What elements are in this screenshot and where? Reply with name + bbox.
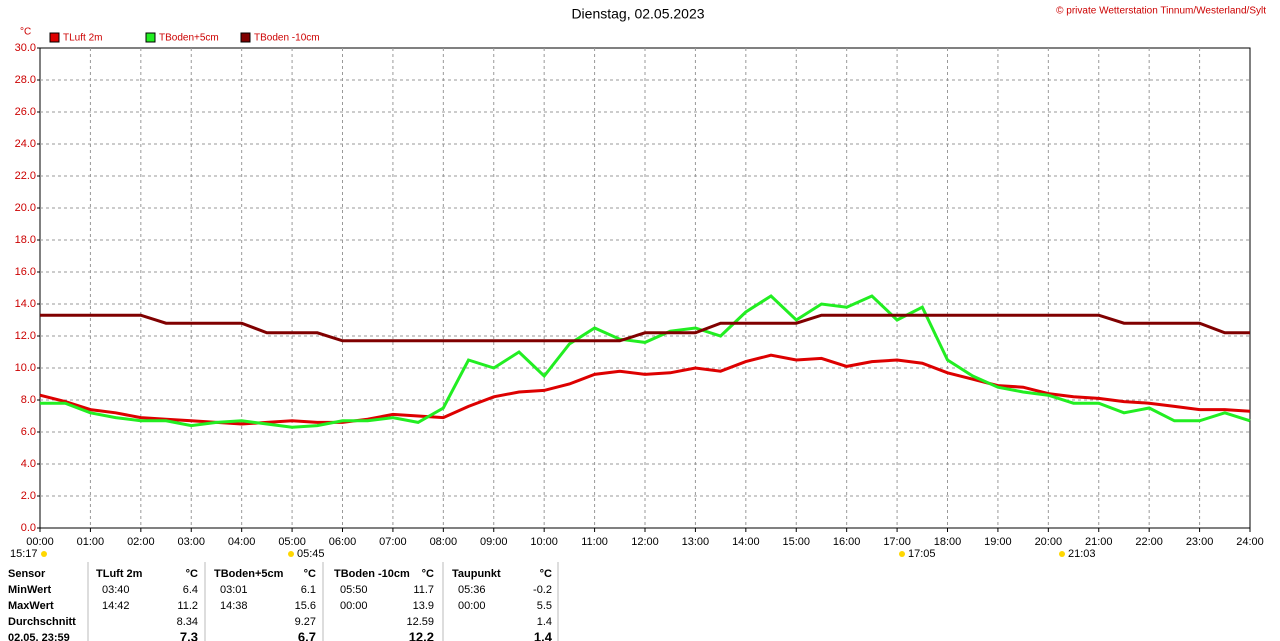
x-tick-label: 20:00 <box>1035 536 1063 548</box>
chart-title: Dienstag, 02.05.2023 <box>571 6 704 22</box>
table-cell: 12.2 <box>409 629 434 641</box>
y-tick-label: 12.0 <box>15 330 36 342</box>
table-cell: 05:50 <box>340 584 368 596</box>
table-cell: 14:38 <box>220 600 248 612</box>
x-tick-label: 04:00 <box>228 536 256 548</box>
legend-label: TBoden+5cm <box>159 33 219 44</box>
table-header: °C <box>540 568 552 580</box>
y-tick-label: 10.0 <box>15 362 36 374</box>
x-tick-label: 00:00 <box>26 536 54 548</box>
legend-label: TBoden -10cm <box>254 33 320 44</box>
x-tick-label: 05:00 <box>278 536 306 548</box>
x-tick-label: 07:00 <box>379 536 407 548</box>
sun-icon <box>41 551 47 557</box>
sun-event: 05:45 <box>297 548 325 560</box>
series-line <box>40 294 1251 429</box>
x-tick-label: 19:00 <box>984 536 1012 548</box>
table-cell: 03:01 <box>220 584 248 596</box>
sun-event: 21:03 <box>1068 548 1096 560</box>
table-cell: 15.6 <box>295 600 316 612</box>
y-tick-label: 20.0 <box>15 202 36 214</box>
table-header: °C <box>422 568 434 580</box>
x-tick-label: 22:00 <box>1135 536 1163 548</box>
table-cell: Durchschnitt <box>8 616 76 628</box>
legend-swatch <box>145 32 156 43</box>
y-tick-label: 0.0 <box>21 522 36 534</box>
series-line <box>39 353 1251 426</box>
sun-event: 15:17 <box>10 548 38 560</box>
table-header: Taupunkt <box>452 568 501 580</box>
x-tick-label: 08:00 <box>430 536 458 548</box>
y-tick-label: 26.0 <box>15 106 36 118</box>
x-tick-label: 23:00 <box>1186 536 1214 548</box>
y-tick-label: 2.0 <box>21 490 36 502</box>
table-header: Sensor <box>8 568 46 580</box>
table-cell: 1.4 <box>534 629 553 641</box>
x-tick-label: 02:00 <box>127 536 155 548</box>
y-tick-label: 14.0 <box>15 298 36 310</box>
sun-icon <box>288 551 294 557</box>
y-tick-label: 4.0 <box>21 458 36 470</box>
table-cell: 5.5 <box>537 600 552 612</box>
x-tick-label: 24:00 <box>1236 536 1264 548</box>
x-tick-label: 15:00 <box>782 536 810 548</box>
x-tick-label: 17:00 <box>883 536 911 548</box>
table-cell: 13.9 <box>413 600 434 612</box>
table-cell: 6.7 <box>298 629 316 641</box>
table-cell: 9.27 <box>295 616 316 628</box>
y-tick-label: 22.0 <box>15 170 36 182</box>
y-tick-label: 28.0 <box>15 74 36 86</box>
table-cell: 1.4 <box>537 616 552 628</box>
x-tick-label: 18:00 <box>934 536 962 548</box>
table-cell: 00:00 <box>458 600 486 612</box>
table-cell: 03:40 <box>102 584 130 596</box>
table-cell: 8.34 <box>177 616 198 628</box>
x-tick-label: 14:00 <box>732 536 760 548</box>
table-header: TBoden -10cm <box>334 568 410 580</box>
series-line <box>40 313 1250 343</box>
table-header: TLuft 2m <box>96 568 143 580</box>
y-unit: °C <box>20 27 31 38</box>
y-tick-label: 8.0 <box>21 394 36 406</box>
x-tick-label: 21:00 <box>1085 536 1113 548</box>
table-cell: 14:42 <box>102 600 130 612</box>
sun-icon <box>899 551 905 557</box>
table-cell: MaxWert <box>8 600 54 612</box>
table-cell: 6.1 <box>301 584 316 596</box>
x-tick-label: 16:00 <box>833 536 861 548</box>
table-header: °C <box>304 568 316 580</box>
x-tick-label: 01:00 <box>77 536 105 548</box>
legend-swatch <box>240 32 251 43</box>
legend-swatch <box>49 32 60 43</box>
y-tick-label: 6.0 <box>21 426 36 438</box>
x-tick-label: 12:00 <box>631 536 659 548</box>
table-cell: 6.4 <box>183 584 198 596</box>
table-cell: MinWert <box>8 584 52 596</box>
x-tick-label: 13:00 <box>682 536 710 548</box>
sun-event: 17:05 <box>908 548 936 560</box>
table-cell: 05:36 <box>458 584 486 596</box>
table-header: TBoden+5cm <box>214 568 284 580</box>
y-tick-label: 24.0 <box>15 138 36 150</box>
table-cell: 00:00 <box>340 600 368 612</box>
x-tick-label: 03:00 <box>177 536 205 548</box>
table-cell: 12.59 <box>406 616 434 628</box>
table-cell: 11.2 <box>177 600 198 612</box>
table-cell: 02.05. 23:59 <box>8 632 70 641</box>
table-cell: 11.7 <box>413 584 434 596</box>
y-tick-label: 30.0 <box>15 42 36 54</box>
table-cell: -0.2 <box>533 584 552 596</box>
x-tick-label: 06:00 <box>329 536 357 548</box>
table-cell: 7.3 <box>180 629 198 641</box>
legend-label: TLuft 2m <box>63 33 102 44</box>
x-tick-label: 11:00 <box>581 536 608 548</box>
sun-icon <box>1059 551 1065 557</box>
y-tick-label: 16.0 <box>15 266 36 278</box>
copyright: © private Wetterstation Tinnum/Westerlan… <box>1056 6 1266 17</box>
y-tick-label: 18.0 <box>15 234 36 246</box>
x-tick-label: 09:00 <box>480 536 508 548</box>
x-tick-label: 10:00 <box>530 536 558 548</box>
table-header: °C <box>186 568 198 580</box>
